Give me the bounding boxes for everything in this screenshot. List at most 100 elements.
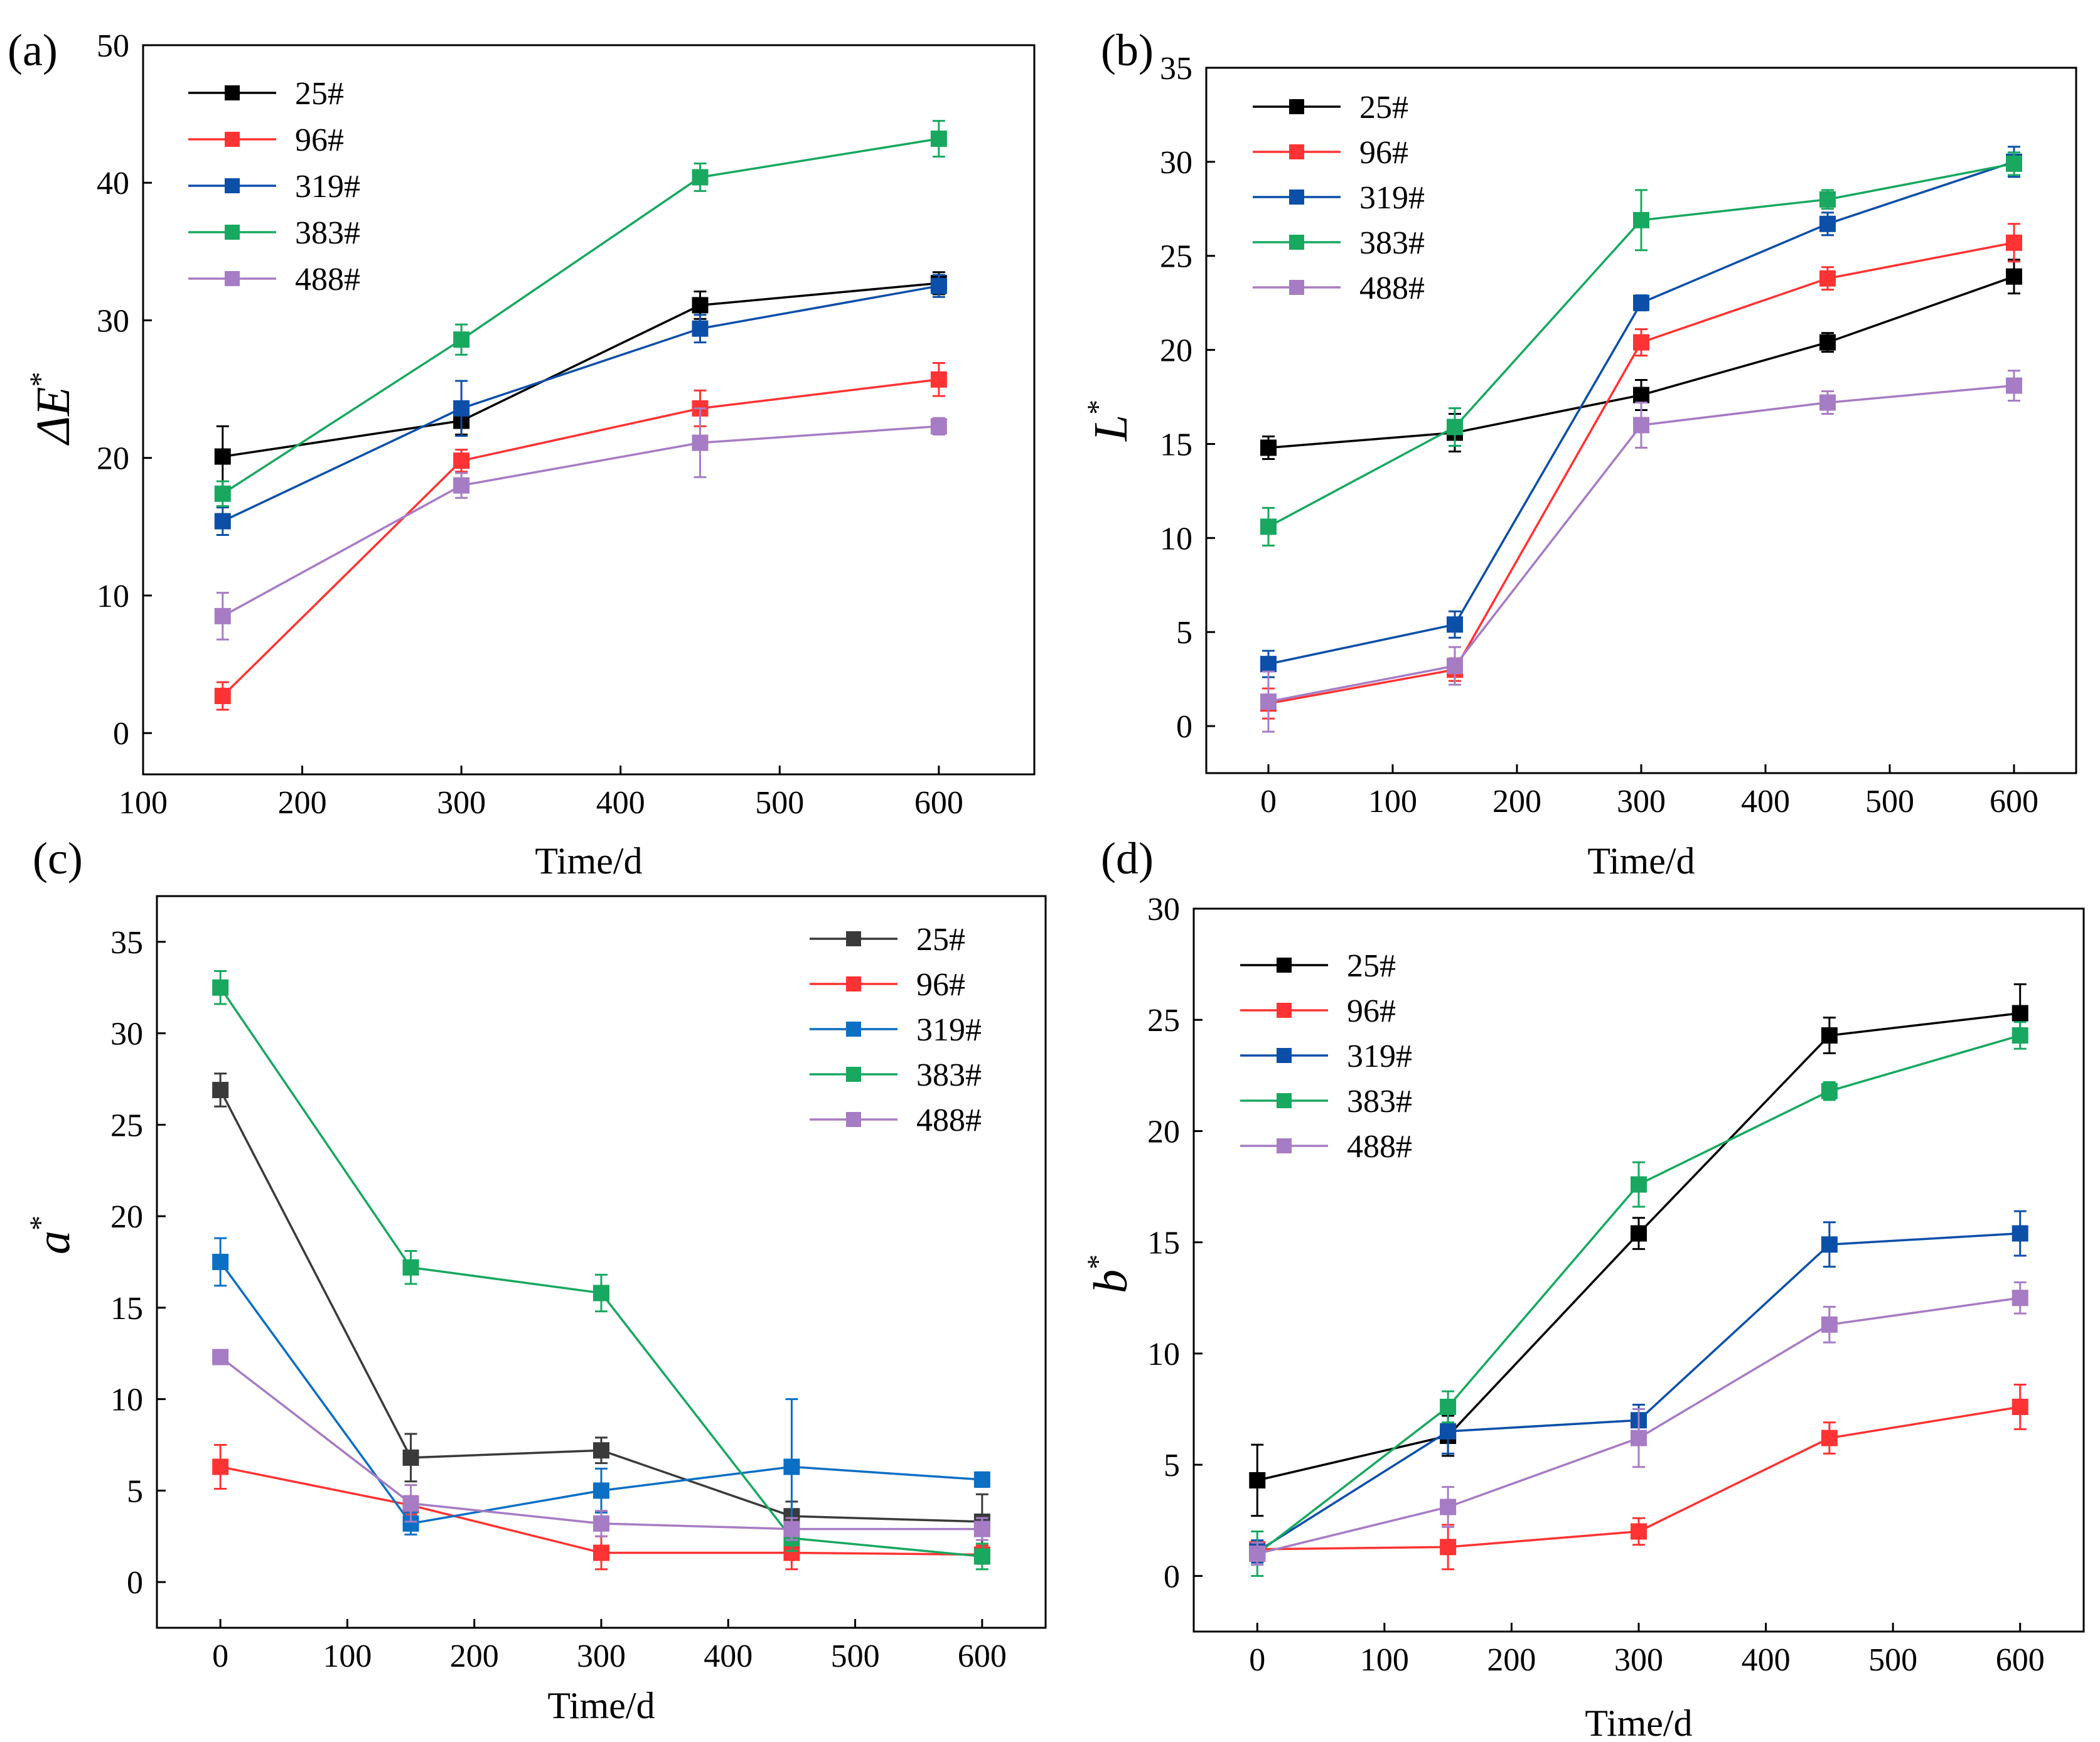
chart-panel-1: 100 200 300 400 500 600 0 10 20 30 40 50 Time/d ΔE* (a… — [8, 25, 1036, 882]
data-point — [1249, 1472, 1266, 1488]
y-axis-title: b* — [1081, 1254, 1137, 1293]
data-point — [453, 477, 470, 494]
data-point — [692, 169, 709, 186]
data-point — [930, 371, 947, 388]
series-line — [222, 282, 940, 458]
series-319 — [214, 274, 947, 537]
y-axis-title-sup: * — [1081, 1254, 1115, 1269]
data-point — [214, 607, 231, 624]
data-point — [2012, 1027, 2028, 1044]
legend-label: 25# — [916, 922, 965, 958]
legend-label: 319# — [1359, 180, 1425, 216]
data-point — [212, 1254, 229, 1270]
data-point — [692, 320, 709, 337]
x-tick-label: 0 — [212, 1638, 228, 1674]
data-point — [212, 1458, 229, 1475]
data-point — [1440, 1499, 1457, 1515]
x-axis-title: Time/d — [1587, 840, 1695, 882]
data-point — [1631, 1429, 1647, 1446]
data-point — [1440, 1423, 1457, 1440]
data-point — [1447, 658, 1463, 675]
x-tick-label: 300 — [1614, 1642, 1663, 1678]
data-point — [1249, 1545, 1266, 1562]
data-point — [1821, 1027, 1838, 1044]
legend-marker — [846, 931, 861, 946]
y-tick-label: 35 — [1160, 51, 1192, 87]
y-axis-title: ΔE* — [24, 371, 80, 446]
x-tick-label: 300 — [577, 1638, 626, 1674]
legend-marker — [1277, 1093, 1292, 1108]
legend-marker — [1277, 1003, 1292, 1018]
data-point — [1440, 1539, 1457, 1556]
data-point — [1821, 1236, 1838, 1253]
data-point — [402, 1449, 419, 1466]
data-point — [1631, 1176, 1647, 1193]
x-tick-label: 500 — [831, 1638, 880, 1674]
data-point — [593, 1442, 609, 1459]
legend-marker — [1277, 958, 1292, 973]
y-tick-label: 25 — [1147, 1003, 1180, 1039]
y-axis-title-sup: * — [24, 1216, 57, 1231]
y-tick-label: 10 — [1160, 521, 1192, 557]
data-point — [1821, 1429, 1838, 1446]
legend-label: 383# — [295, 215, 360, 251]
legend: 25# 96# 319# 383# 488# — [1253, 90, 1425, 306]
data-point — [1819, 334, 1836, 351]
y-tick-label: 15 — [110, 1291, 143, 1327]
y-axis-title-main: b — [1085, 1269, 1137, 1293]
series-line — [222, 284, 940, 523]
x-tick-label: 500 — [1868, 1642, 1917, 1678]
panel-label: (c) — [33, 833, 83, 884]
x-tick-label: 100 — [1360, 1642, 1409, 1678]
panel-label: (b) — [1101, 25, 1154, 75]
y-tick-label: 5 — [1164, 1448, 1180, 1483]
chart-panel-3: 0 100 200 300 400 500 600 0 5 10 15 20 25 30 35 Time/d a… — [24, 833, 1047, 1726]
x-tick-label: 300 — [1617, 784, 1666, 820]
x-axis-title: Time/d — [1585, 1702, 1692, 1742]
legend-label: 25# — [295, 76, 344, 112]
legend-label: 319# — [916, 1012, 982, 1048]
legend-label: 96# — [1359, 135, 1408, 171]
y-tick-label: 5 — [1176, 615, 1192, 651]
series-488 — [1260, 370, 2022, 733]
x-tick-label: 600 — [914, 785, 963, 821]
data-point — [1260, 693, 1277, 710]
x-tick-label: 600 — [1990, 784, 2038, 820]
y-axis-title-main: a — [27, 1231, 80, 1254]
data-point — [1260, 518, 1277, 535]
x-tick-label: 100 — [119, 785, 168, 821]
data-point — [1821, 1316, 1838, 1333]
data-point — [1260, 439, 1277, 456]
x-tick-label: 200 — [450, 1638, 499, 1674]
legend-marker — [846, 1067, 861, 1082]
legend-label: 96# — [295, 122, 344, 158]
y-tick-label: 30 — [1147, 892, 1180, 927]
x-tick-label: 300 — [437, 785, 486, 821]
legend-marker — [225, 271, 240, 286]
x-tick-label: 0 — [1260, 784, 1277, 820]
data-point — [593, 1515, 609, 1532]
data-point — [2012, 1398, 2028, 1415]
series-25 — [214, 271, 947, 488]
data-point — [1821, 1082, 1838, 1099]
data-point — [973, 1471, 990, 1488]
data-point — [453, 452, 470, 469]
x-tick-label: 400 — [1741, 784, 1790, 820]
data-point — [214, 448, 231, 465]
data-point — [453, 331, 470, 348]
data-point — [593, 1482, 609, 1499]
x-tick-label: 600 — [1996, 1642, 2045, 1678]
data-point — [1819, 191, 1836, 208]
x-tick-label: 100 — [1368, 784, 1417, 820]
data-point — [2012, 1290, 2028, 1306]
y-tick-label: 20 — [97, 441, 129, 477]
data-point — [930, 418, 947, 435]
y-tick-label: 20 — [110, 1199, 143, 1235]
legend-marker — [225, 132, 240, 147]
data-point — [453, 400, 470, 417]
data-point — [973, 1548, 990, 1565]
legend-label: 96# — [916, 967, 965, 1003]
y-axis-title-main: L — [1085, 415, 1137, 442]
y-tick-label: 15 — [1147, 1226, 1180, 1261]
x-tick-label: 0 — [1249, 1642, 1265, 1678]
